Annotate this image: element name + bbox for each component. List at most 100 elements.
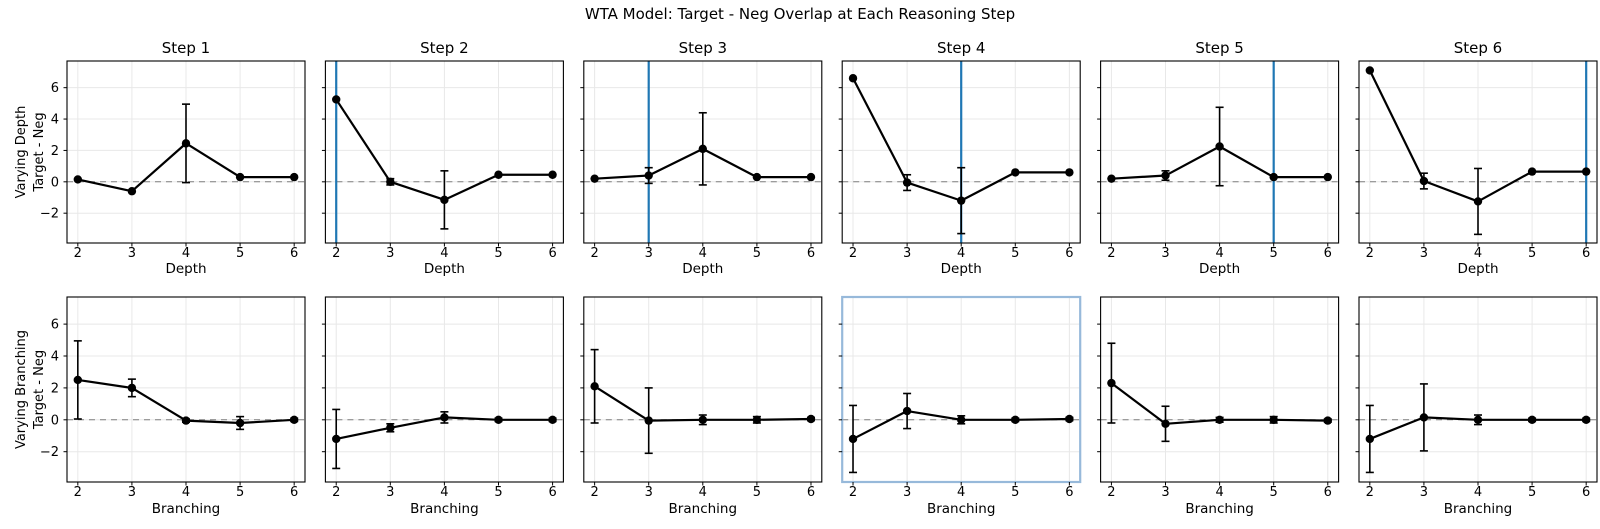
data-point — [1581, 167, 1591, 176]
data-point — [698, 415, 707, 425]
svg-text:6: 6 — [290, 246, 298, 261]
data-point — [548, 415, 557, 425]
data-point — [1215, 142, 1224, 151]
data-point — [1323, 416, 1332, 425]
data-point — [1473, 415, 1483, 425]
svg-text:3: 3 — [1161, 485, 1169, 500]
data-point — [386, 177, 395, 187]
svg-text:Target - Neg: Target - Neg — [32, 112, 47, 192]
panel-title: Step 1 — [162, 39, 210, 57]
svg-text:−2: −2 — [40, 207, 59, 222]
svg-text:3: 3 — [903, 246, 911, 261]
svg-text:6: 6 — [1582, 246, 1590, 261]
y-axis-label-branching: Varying Branching Target - Neg — [14, 330, 47, 449]
svg-text:5: 5 — [1528, 485, 1536, 500]
x-tick-labels: 2 3 4 5 6 — [332, 485, 557, 500]
axis-ticks — [63, 87, 295, 247]
x-tick-labels: 2 3 4 5 6 — [1366, 246, 1591, 261]
data-point — [1065, 414, 1074, 424]
svg-text:0: 0 — [51, 413, 59, 428]
grid-lines — [842, 297, 1081, 482]
data-point — [590, 382, 599, 391]
data-points — [73, 139, 299, 196]
data-point — [289, 415, 299, 425]
svg-text:4: 4 — [1474, 485, 1482, 500]
data-point — [1365, 66, 1375, 75]
data-point — [1269, 415, 1278, 425]
axis-ticks — [1355, 87, 1587, 247]
svg-text:4: 4 — [440, 246, 448, 261]
svg-text:3: 3 — [386, 246, 394, 261]
svg-text:5: 5 — [1270, 246, 1278, 261]
data-point — [235, 172, 245, 182]
svg-text:5: 5 — [494, 485, 502, 500]
data-point — [73, 375, 83, 385]
data-point — [1161, 419, 1170, 428]
x-tick-labels: 2 3 4 5 6 — [1366, 485, 1591, 500]
y-tick-labels: −2 0 2 4 6 — [40, 81, 59, 222]
svg-text:6: 6 — [290, 485, 298, 500]
svg-text:6: 6 — [807, 485, 815, 500]
svg-text:5: 5 — [753, 485, 761, 500]
data-point — [1419, 413, 1429, 422]
data-point — [386, 423, 395, 432]
data-points — [332, 413, 557, 444]
svg-text:5: 5 — [753, 246, 761, 261]
data-point — [644, 416, 653, 425]
subplot-branching-step-6: 2 3 4 5 6 Branching — [1355, 296, 1598, 517]
data-point — [957, 415, 966, 425]
panel-title: Step 2 — [420, 39, 468, 57]
data-point — [494, 415, 503, 425]
subplot-depth-step-2: 2 3 4 5 6 Step 2 Depth — [321, 39, 564, 277]
x-axis-label: Depth — [1199, 261, 1240, 277]
data-points — [1365, 413, 1591, 444]
data-point — [73, 175, 83, 184]
axis-ticks — [580, 323, 812, 486]
axis-ticks — [1355, 323, 1587, 486]
data-point — [1011, 415, 1020, 425]
svg-text:4: 4 — [699, 485, 707, 500]
data-point — [902, 178, 912, 187]
data-point — [548, 170, 557, 179]
x-tick-labels: 2 3 4 5 6 — [74, 246, 299, 261]
svg-text:6: 6 — [1582, 485, 1590, 500]
svg-text:2: 2 — [1107, 246, 1115, 261]
data-point — [590, 174, 599, 183]
data-points — [848, 406, 1074, 444]
x-axis-label: Depth — [941, 261, 982, 277]
x-axis-label: Branching — [410, 501, 479, 517]
axis-ticks — [838, 87, 1070, 247]
axis-ticks — [63, 323, 295, 486]
data-point — [1107, 174, 1116, 183]
svg-text:Target - Neg: Target - Neg — [32, 350, 47, 430]
panel-title: Step 6 — [1454, 39, 1502, 57]
svg-text:6: 6 — [1065, 485, 1073, 500]
axis-ticks — [321, 323, 554, 486]
svg-text:4: 4 — [957, 246, 965, 261]
x-axis-label: Depth — [682, 261, 723, 277]
svg-text:2: 2 — [332, 485, 340, 500]
svg-text:3: 3 — [1161, 246, 1169, 261]
svg-text:6: 6 — [548, 246, 556, 261]
data-point — [440, 413, 449, 422]
svg-text:−2: −2 — [40, 445, 59, 460]
data-point — [1365, 434, 1375, 444]
subplot-branching-step-5: 2 3 4 5 6 Branching — [1097, 296, 1340, 517]
data-point — [1011, 168, 1020, 177]
x-tick-labels: 2 3 4 5 6 — [1107, 485, 1332, 500]
svg-text:4: 4 — [1215, 485, 1223, 500]
svg-text:4: 4 — [1474, 246, 1482, 261]
svg-text:3: 3 — [903, 485, 911, 500]
svg-text:6: 6 — [807, 246, 815, 261]
data-point — [332, 434, 341, 444]
svg-text:6: 6 — [548, 485, 556, 500]
data-point — [289, 172, 299, 182]
svg-text:2: 2 — [1366, 246, 1374, 261]
data-point — [806, 172, 816, 182]
data-point — [181, 139, 191, 148]
subplot-branching-step-4: 2 3 4 5 6 Branching — [838, 295, 1082, 517]
data-point — [1527, 167, 1537, 176]
data-points — [590, 144, 816, 183]
axis-ticks — [321, 87, 554, 247]
